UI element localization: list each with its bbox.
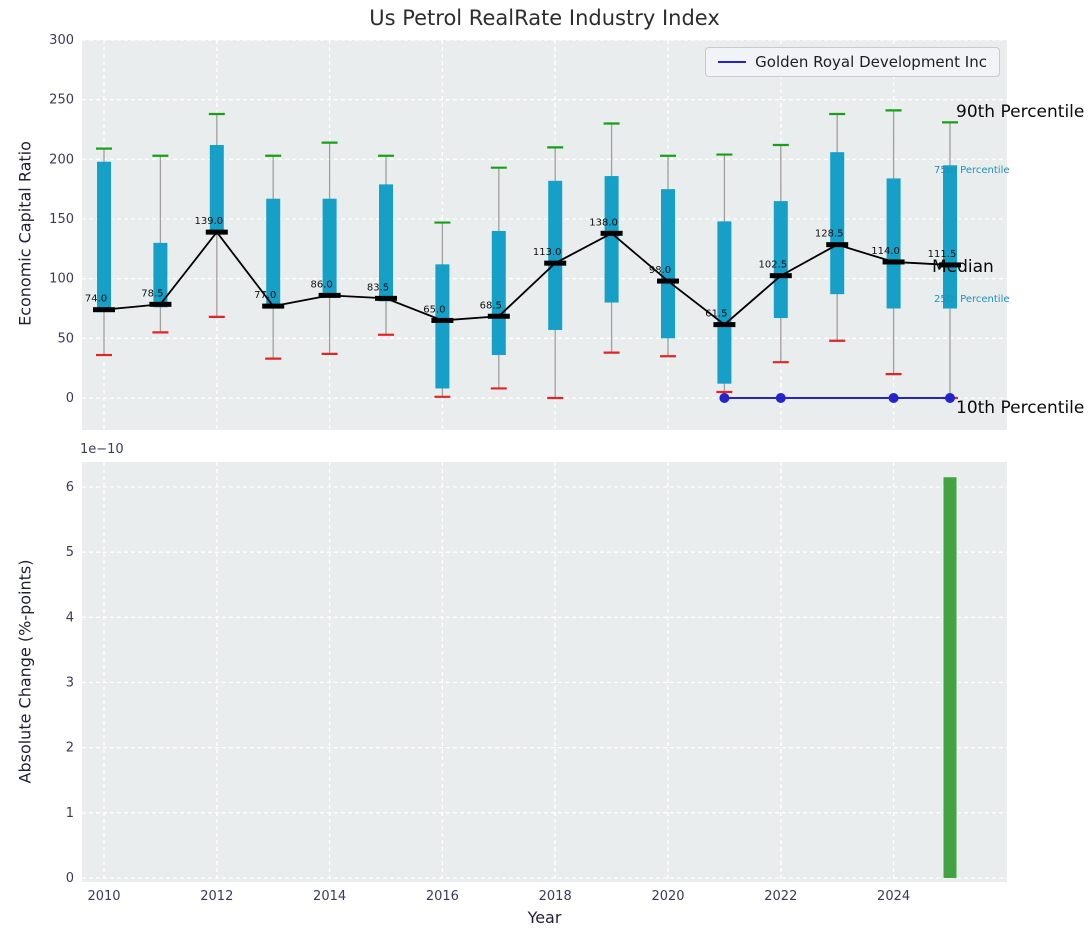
bottom-y-axis-label: Absolute Change (%-points)	[15, 559, 35, 784]
iqr-box	[830, 152, 845, 295]
y-tick-label: 300	[49, 33, 74, 48]
median-marker	[657, 278, 679, 284]
y-tick-label: 0	[66, 391, 74, 406]
iqr-box	[435, 264, 450, 389]
y-tick-label: 150	[49, 212, 74, 227]
bottom-plot-area	[82, 462, 1007, 882]
iqr-box	[491, 230, 506, 356]
annotation-25th-percentile: 25th Percentile	[934, 294, 1010, 305]
company-point	[888, 393, 899, 403]
iqr-box	[886, 178, 901, 309]
y-tick-label: 250	[49, 93, 74, 108]
y-tick-label: 1	[66, 806, 74, 821]
median-marker	[262, 303, 285, 309]
median-marker	[93, 307, 115, 313]
iqr-box	[604, 176, 619, 303]
x-tick-label: 2014	[313, 889, 346, 904]
iqr-box	[153, 242, 168, 308]
y-tick-label: 6	[66, 480, 74, 495]
company-point	[775, 393, 786, 403]
median-marker	[882, 259, 905, 265]
iqr-box	[661, 189, 675, 339]
legend-line-sample	[718, 61, 747, 63]
median-marker	[826, 242, 849, 248]
median-marker	[769, 273, 792, 279]
x-tick-label: 2010	[87, 889, 120, 904]
median-value-label: 78.5	[141, 288, 163, 299]
top-y-axis-label: Economic Capital Ratio	[15, 141, 35, 326]
iqr-box	[943, 165, 957, 309]
median-value-label: 68.5	[480, 300, 502, 311]
y-tick-label: 100	[49, 272, 74, 287]
annotation-90th-percentile: 90th Percentile	[956, 102, 1085, 122]
change-bar	[943, 477, 957, 878]
x-tick-label: 2018	[539, 889, 572, 904]
median-marker	[939, 262, 961, 268]
x-tick-label: 2012	[200, 889, 233, 904]
chart-title: Us Petrol RealRate Industry Index	[369, 6, 720, 30]
legend: Golden Royal Development Inc	[705, 47, 1000, 77]
y-tick-label: 50	[57, 331, 74, 346]
median-marker	[600, 230, 623, 236]
median-marker	[544, 260, 567, 266]
median-marker	[713, 322, 736, 328]
median-marker	[487, 313, 510, 319]
y-tick-label: 2	[66, 741, 74, 756]
annotation-10th-percentile: 10th Percentile	[956, 398, 1085, 418]
median-value-label: 83.5	[367, 282, 389, 293]
y-tick-label: 5	[66, 545, 74, 560]
median-marker	[205, 229, 228, 235]
median-value-label: 113.0	[533, 247, 562, 258]
median-value-label: 61.5	[705, 309, 727, 320]
x-axis-label: Year	[527, 908, 562, 927]
median-value-label: 128.5	[815, 229, 844, 240]
median-value-label: 114.0	[871, 246, 900, 257]
iqr-box	[97, 161, 111, 313]
median-marker	[431, 317, 454, 323]
x-tick-label: 2016	[426, 889, 459, 904]
median-line	[103, 230, 951, 326]
y-tick-label: 4	[66, 610, 74, 625]
x-tick-label: 2024	[877, 889, 910, 904]
median-value-label: 111.5	[928, 249, 957, 260]
x-tick-label: 2022	[764, 889, 797, 904]
iqr-box	[322, 198, 337, 298]
iqr-box	[379, 184, 393, 302]
top-plot-area	[82, 40, 1007, 430]
median-value-label: 86.0	[310, 279, 332, 290]
iqr-box	[717, 221, 732, 384]
iqr-box	[773, 201, 788, 319]
axis-offset-label: 1e−10	[80, 442, 124, 457]
annotation-75th-percentile: 75th Percentile	[934, 165, 1010, 176]
iqr-box	[209, 145, 224, 235]
y-tick-label: 200	[49, 152, 74, 167]
iqr-box	[548, 180, 563, 330]
company-point	[945, 393, 955, 403]
median-value-label: 102.5	[758, 260, 787, 271]
median-marker	[375, 295, 397, 301]
median-value-label: 74.0	[85, 294, 107, 305]
x-tick-label: 2020	[651, 889, 684, 904]
y-tick-label: 3	[66, 676, 74, 691]
median-value-label: 138.0	[589, 217, 618, 228]
median-value-label: 139.0	[194, 216, 223, 227]
median-marker	[318, 292, 341, 298]
legend-label: Golden Royal Development Inc	[755, 53, 987, 71]
median-value-label: 65.0	[423, 304, 445, 315]
annotation-median: Median	[932, 257, 994, 277]
iqr-box	[266, 198, 281, 309]
company-point	[719, 393, 730, 403]
median-value-label: 98.0	[649, 265, 671, 276]
y-tick-label: 0	[66, 871, 74, 886]
median-value-label: 77.0	[254, 290, 276, 301]
median-marker	[149, 301, 172, 307]
